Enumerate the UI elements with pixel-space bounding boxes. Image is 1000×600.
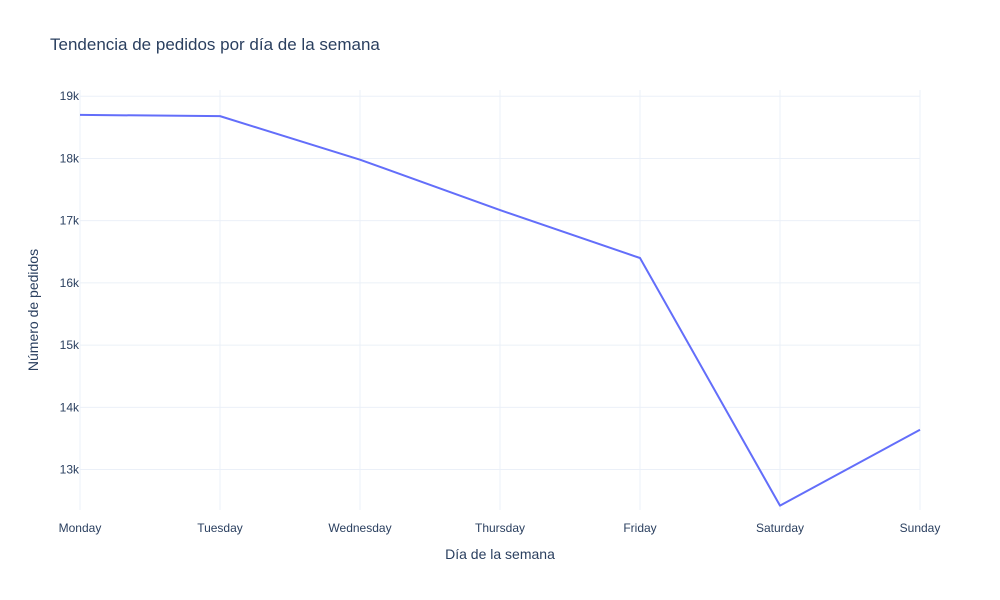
x-tick-label: Saturday <box>756 521 804 535</box>
y-axis-title: Número de pedidos <box>25 249 41 371</box>
x-tick-label: Monday <box>59 521 102 535</box>
x-tick-label: Thursday <box>475 521 525 535</box>
y-gridlines <box>80 95 920 471</box>
y-tick-label: 16k <box>60 276 80 290</box>
chart-title: Tendencia de pedidos por día de la seman… <box>50 35 380 54</box>
x-tick-label: Wednesday <box>328 521 391 535</box>
y-tick-label: 18k <box>60 151 80 165</box>
y-tick-labels: 13k 14k 15k 16k 17k 18k 19k <box>60 89 80 476</box>
x-tick-label: Tuesday <box>197 521 243 535</box>
x-tick-labels: Monday Tuesday Wednesday Thursday Friday Satu… <box>59 521 941 535</box>
series-line <box>79 113 921 507</box>
y-tick-label: 19k <box>60 89 80 103</box>
series-layer <box>79 113 921 507</box>
x-tick-label: Sunday <box>900 521 941 535</box>
x-axis-title: Día de la semana <box>445 546 555 562</box>
y-tick-label: 17k <box>60 214 80 228</box>
y-tick-label: 13k <box>60 463 80 477</box>
x-tick-label: Friday <box>623 521 656 535</box>
y-tick-label: 14k <box>60 400 80 414</box>
y-tick-label: 15k <box>60 338 80 352</box>
